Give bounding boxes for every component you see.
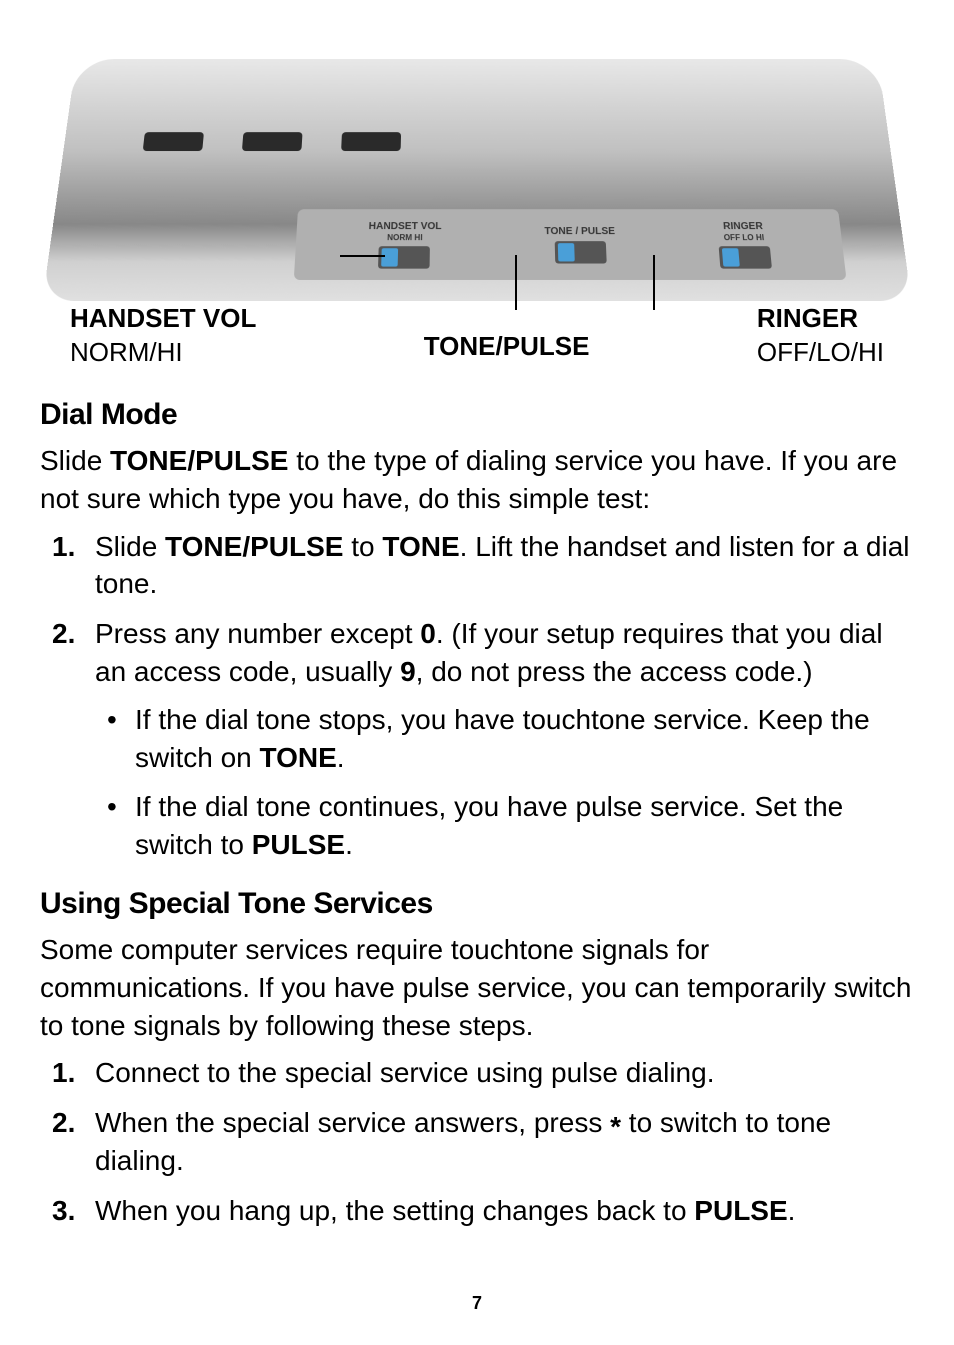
text-bold: PULSE	[252, 829, 345, 860]
switch-tone-pulse: TONE / PULSE	[544, 225, 616, 263]
sub-bullets: If the dial tone stops, you have touchto…	[95, 701, 914, 864]
list-item: If the dial tone continues, you have pul…	[95, 788, 914, 864]
switch-label-text: TONE / PULSE	[544, 226, 615, 237]
text: to	[343, 531, 382, 562]
text-bold: TONE	[382, 531, 459, 562]
list-item: If the dial tone stops, you have touchto…	[95, 701, 914, 777]
text: If the dial tone continues, you have pul…	[135, 791, 843, 860]
text: If the dial tone stops, you have touchto…	[135, 704, 870, 773]
text: When the special service answers, press	[95, 1107, 610, 1138]
switch-label-text: RINGER	[723, 221, 764, 232]
heading-special-tone: Using Special Tone Services	[40, 884, 914, 923]
annotation-title: TONE/PULSE	[424, 330, 590, 364]
heading-dial-mode: Dial Mode	[40, 395, 914, 434]
switch-handset-vol: HANDSET VOL NORM HI	[367, 220, 441, 269]
phone-body: HANDSET VOL NORM HI TONE / PULSE RINGER …	[42, 59, 911, 301]
intro-paragraph: Slide TONE/PULSE to the type of dialing …	[40, 442, 914, 518]
text-bold: TONE	[260, 742, 337, 773]
text: , do not press the access code.)	[416, 656, 813, 687]
list-item: When the special service answers, press …	[40, 1104, 914, 1180]
switch-sublabel-text: OFF LO HI	[723, 233, 764, 243]
list-item: Connect to the special service using pul…	[40, 1054, 914, 1092]
text-bold: PULSE	[694, 1195, 787, 1226]
annotation-sub: NORM/HI	[70, 336, 256, 370]
page-number: 7	[472, 1292, 482, 1315]
annotation-title: HANDSET VOL	[70, 302, 256, 336]
intro-paragraph: Some computer services require touchtone…	[40, 931, 914, 1044]
switch-panel: HANDSET VOL NORM HI TONE / PULSE RINGER …	[294, 209, 847, 280]
list-item: Press any number except 0. (If your setu…	[40, 615, 914, 864]
text-bold: TONE/PULSE	[110, 445, 288, 476]
text: .	[788, 1195, 796, 1226]
annotation-title: RINGER	[757, 302, 884, 336]
list-item: When you hang up, the setting changes ba…	[40, 1192, 914, 1230]
text-bold: TONE/PULSE	[165, 531, 343, 562]
text: When you hang up, the setting changes ba…	[95, 1195, 694, 1226]
text: Slide	[95, 531, 165, 562]
product-image: HANDSET VOL NORM HI TONE / PULSE RINGER …	[40, 30, 914, 370]
star-icon: *	[610, 1111, 621, 1142]
text-bold: 0	[420, 618, 436, 649]
text: Slide	[40, 445, 110, 476]
dial-mode-steps: Slide TONE/PULSE to TONE. Lift the hands…	[40, 528, 914, 864]
text: Press any number except	[95, 618, 420, 649]
text: .	[345, 829, 353, 860]
text: .	[337, 742, 345, 773]
switch-label-text: HANDSET VOL	[368, 221, 441, 232]
phone-buttons	[143, 132, 401, 151]
annotations: HANDSET VOL NORM/HI TONE/PULSE RINGER OF…	[40, 302, 914, 370]
text-bold: 9	[400, 656, 416, 687]
annotation-handset-vol: HANDSET VOL NORM/HI	[70, 302, 256, 370]
annotation-tone-pulse: TONE/PULSE	[424, 302, 590, 370]
special-tone-steps: Connect to the special service using pul…	[40, 1054, 914, 1229]
annotation-sub: OFF/LO/HI	[757, 336, 884, 370]
list-item: Slide TONE/PULSE to TONE. Lift the hands…	[40, 528, 914, 604]
annotation-ringer: RINGER OFF/LO/HI	[757, 302, 884, 370]
switch-ringer: RINGER OFF LO HI	[717, 220, 772, 269]
switch-sublabel-text: NORM HI	[387, 233, 423, 243]
